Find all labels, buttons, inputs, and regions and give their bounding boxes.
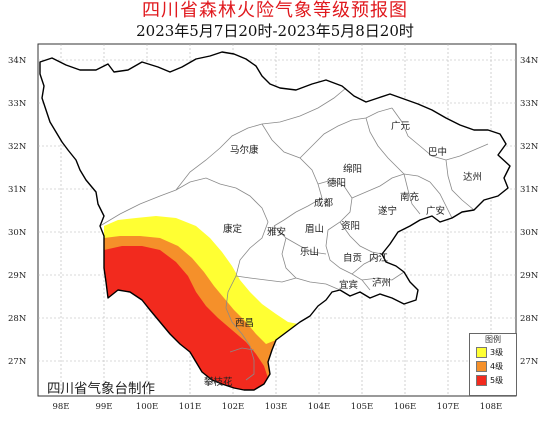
lat-tick-31-right: 31N [520, 185, 539, 195]
lat-tick-34: 34N [8, 56, 27, 66]
city-label-suining: 遂宁 [378, 205, 397, 217]
lat-tick-28-right: 28N [520, 314, 539, 324]
city-label-zigong: 自贡 [343, 252, 362, 264]
city-labels: 马尔康 广元 巴中 绵阳 达州 德阳 南充 成都 遂宁 广安 康定 雅安 眉山 … [204, 120, 482, 388]
lon-tick-103: 103E [265, 402, 287, 412]
map-legend: 图例 3级 4级 5级 [469, 333, 517, 396]
city-label-kangding: 康定 [223, 223, 243, 235]
city-label-guangyuan: 广元 [391, 120, 411, 132]
source-credit: 四川省气象台制作 [47, 381, 155, 397]
lat-tick-30-right: 30N [520, 228, 539, 238]
legend-label-level4: 4级 [490, 362, 504, 371]
latitude-labels-right: 34N 33N 32N 31N 30N 29N 28N 27N [520, 56, 539, 367]
lat-tick-28: 28N [8, 314, 27, 324]
lon-tick-106: 106E [394, 402, 416, 412]
lat-tick-34-right: 34N [520, 56, 539, 66]
city-label-panzhihua: 攀枝花 [204, 376, 233, 388]
city-label-deyang: 德阳 [327, 177, 346, 189]
lat-tick-27-right: 27N [520, 357, 539, 367]
city-label-mianyang: 绵阳 [343, 163, 362, 175]
lon-tick-98: 98E [52, 402, 69, 412]
lon-tick-108: 108E [480, 402, 502, 412]
map-subtitle: 2023年5月7日20时-2023年5月8日20时 [136, 22, 414, 40]
legend-label-level3: 3级 [490, 348, 504, 357]
lon-tick-101: 101E [179, 402, 201, 412]
lat-tick-27: 27N [8, 357, 27, 367]
city-label-ziyang: 资阳 [341, 221, 360, 232]
latitude-labels-left: 34N 33N 32N 31N 30N 29N 28N 27N [8, 56, 27, 367]
city-borders [99, 87, 489, 381]
legend-item-level4: 4级 [476, 361, 516, 372]
fire-risk-level5-area [104, 246, 268, 390]
lat-tick-30: 30N [8, 228, 27, 238]
province-border [39, 51, 511, 391]
city-label-maerkang: 马尔康 [230, 144, 259, 156]
lon-tick-99: 99E [95, 402, 112, 412]
lat-tick-31: 31N [8, 185, 27, 195]
city-label-bazhong: 巴中 [428, 146, 447, 158]
lon-tick-102: 102E [222, 402, 244, 412]
city-label-xichang: 西昌 [235, 318, 254, 329]
city-label-guangan: 广安 [426, 205, 445, 217]
map-title: 四川省森林火险气象等级预报图 [142, 0, 408, 21]
city-label-yaan: 雅安 [267, 226, 286, 238]
city-label-meishan: 眉山 [305, 224, 324, 235]
legend-label-level5: 5级 [490, 376, 504, 385]
lat-tick-29: 29N [8, 271, 27, 281]
lat-tick-29-right: 29N [520, 271, 539, 281]
legend-title: 图例 [485, 335, 501, 344]
legend-item-level5: 5级 [476, 375, 516, 386]
legend-swatch-level3 [476, 347, 487, 358]
legend-swatch-level5 [476, 375, 487, 386]
city-label-yibin: 宜宾 [339, 279, 358, 291]
lat-tick-33-right: 33N [520, 99, 539, 109]
city-label-dazhou: 达州 [463, 171, 482, 183]
longitude-labels: 98E 99E 100E 101E 102E 103E 104E 105E 10… [52, 402, 502, 412]
lon-tick-105: 105E [351, 402, 373, 412]
lon-tick-107: 107E [437, 402, 459, 412]
city-label-leshan: 乐山 [300, 246, 319, 258]
map-frame [37, 43, 517, 397]
lat-tick-33: 33N [8, 99, 27, 109]
city-label-chengdu: 成都 [314, 197, 334, 209]
lat-tick-32-right: 32N [520, 142, 539, 152]
city-label-nanchong: 南充 [400, 191, 420, 203]
city-label-neijiang: 内江 [369, 252, 389, 264]
legend-swatch-level4 [476, 361, 487, 372]
lon-tick-104: 104E [308, 402, 330, 412]
legend-item-level3: 3级 [476, 347, 516, 358]
lat-tick-32: 32N [8, 142, 27, 152]
city-label-luzhou: 泸州 [372, 278, 391, 289]
lon-tick-100: 100E [136, 402, 158, 412]
